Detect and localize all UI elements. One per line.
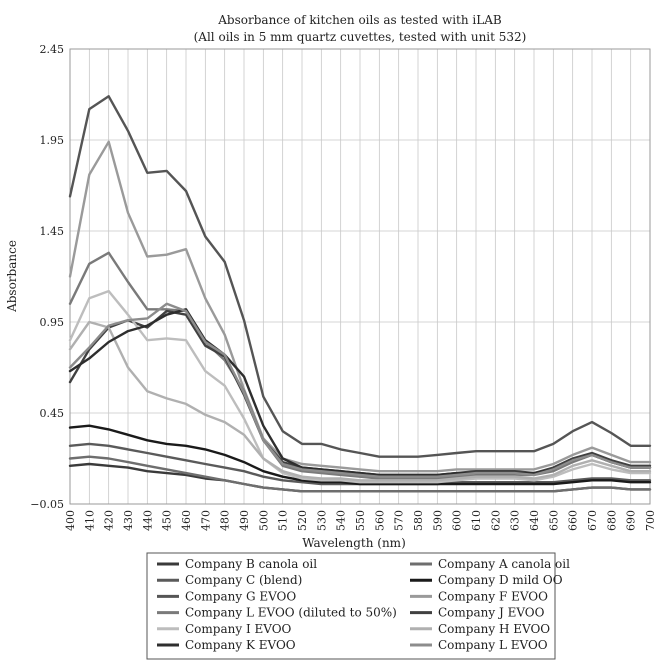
x-tick-label: 620 xyxy=(489,510,502,531)
x-tick-labels: 400 410 420 430 440 450 460 470 480 490 500 510 520 5… xyxy=(64,510,657,531)
x-tick-label: 630 xyxy=(509,510,522,531)
series-line xyxy=(68,455,652,493)
x-tick-label: 670 xyxy=(586,510,599,531)
legend-label: Company B canola oil xyxy=(185,557,317,571)
series-line xyxy=(68,320,652,482)
y-tick-labels: −0.05 0.45 0.95 1.45 1.95 2.45 xyxy=(30,43,64,511)
legend-label: Company I EVOO xyxy=(185,622,292,636)
x-tick-label: 530 xyxy=(315,510,328,531)
x-tick-label: 550 xyxy=(354,510,367,531)
series-line xyxy=(68,302,652,478)
y-axis-label: Absorbance xyxy=(5,240,19,313)
x-tick-label: 430 xyxy=(122,510,135,531)
x-tick-label: 690 xyxy=(625,510,638,531)
x-tick-label: 600 xyxy=(451,510,464,531)
legend-label: Company C (blend) xyxy=(185,573,302,587)
x-tick-label: 650 xyxy=(547,510,560,531)
legend-label: Company H EVOO xyxy=(438,622,550,636)
x-tick-label: 540 xyxy=(335,510,348,531)
chart-subtitle: (All oils in 5 mm quartz cuvettes, teste… xyxy=(194,30,527,44)
x-tick-label: 580 xyxy=(412,510,425,531)
legend-label: Company A canola oil xyxy=(438,557,570,571)
x-tick-label: 640 xyxy=(528,510,541,531)
chart-title: Absorbance of kitchen oils as tested wit… xyxy=(217,13,502,27)
x-tick-label: 480 xyxy=(219,510,232,531)
legend-label: Company G EVOO xyxy=(185,589,296,603)
legend-label: Company L EVOO (diluted to 50%) xyxy=(185,606,397,620)
x-tick-label: 490 xyxy=(238,510,251,531)
y-tick-label: 2.45 xyxy=(40,43,65,56)
x-tick-label: 470 xyxy=(199,510,212,531)
series-line xyxy=(68,95,652,458)
x-tick-label: 570 xyxy=(393,510,406,531)
x-tick-label: 610 xyxy=(470,510,483,531)
x-tick-label: 560 xyxy=(373,510,386,531)
y-tick-label: 0.95 xyxy=(40,316,65,329)
legend-label: Company L EVOO xyxy=(438,638,548,652)
legend-entries: Company B canola oil Company A canola oil… xyxy=(157,557,570,652)
x-tick-label: 700 xyxy=(644,510,657,531)
x-tick-label: 590 xyxy=(431,510,444,531)
y-tick-label: 0.45 xyxy=(40,407,65,420)
series-lines xyxy=(68,95,652,493)
series-line xyxy=(68,251,652,480)
legend: Company B canola oil Company A canola oil… xyxy=(146,552,570,660)
legend-label: Company D mild OO xyxy=(438,573,563,587)
y-tick-label: 1.95 xyxy=(40,134,65,147)
x-tick-label: 400 xyxy=(64,510,77,531)
legend-label: Company K EVOO xyxy=(185,638,296,652)
series-line xyxy=(68,140,652,473)
x-tick-label: 450 xyxy=(161,510,174,531)
legend-box xyxy=(146,552,556,660)
legend-label: Company J EVOO xyxy=(438,606,545,620)
x-tick-label: 420 xyxy=(103,510,116,531)
grid xyxy=(69,48,651,505)
x-tick-label: 510 xyxy=(277,510,290,531)
y-tick-label: 1.45 xyxy=(40,225,65,238)
x-tick-label: 410 xyxy=(83,510,96,531)
x-tick-label: 460 xyxy=(180,510,193,531)
x-tick-label: 680 xyxy=(605,510,618,531)
series-line xyxy=(68,289,652,484)
x-axis-label: Wavelength (nm) xyxy=(302,536,406,550)
x-tick-label: 520 xyxy=(296,510,309,531)
x-tick-label: 500 xyxy=(257,510,270,531)
legend-label: Company F EVOO xyxy=(438,589,548,603)
y-tick-label: −0.05 xyxy=(30,498,64,511)
x-tick-label: 440 xyxy=(141,510,154,531)
x-tick-label: 660 xyxy=(567,510,580,531)
series-line xyxy=(68,424,652,486)
